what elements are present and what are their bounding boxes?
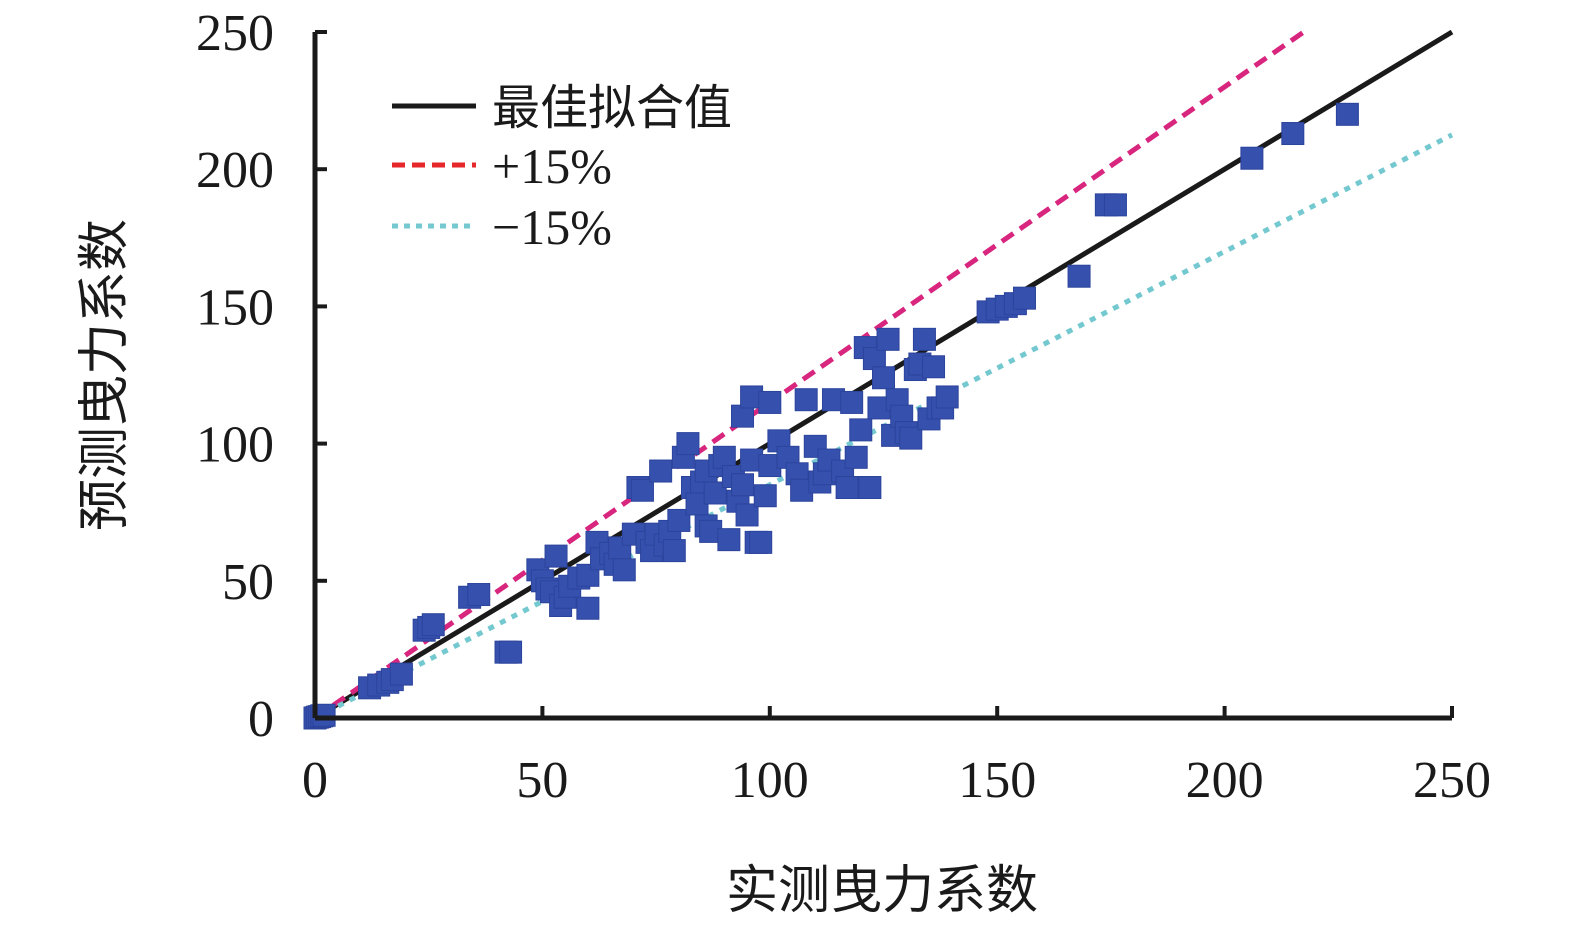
data-point — [899, 426, 923, 450]
data-point — [758, 390, 782, 414]
data-point — [662, 539, 686, 563]
data-point — [735, 503, 759, 527]
data-point — [612, 558, 636, 582]
y-axis-title: 预测曳力系数 — [75, 219, 135, 531]
data-point — [844, 445, 868, 469]
y-tick-label: 100 — [196, 417, 274, 474]
data-point — [499, 640, 523, 664]
data-point — [421, 613, 445, 637]
data-point — [840, 390, 864, 414]
data-point — [1103, 193, 1127, 217]
data-point — [667, 508, 691, 532]
data-points — [303, 102, 1359, 730]
x-axis-title: 实测曳力系数 — [726, 861, 1038, 921]
x-tick-label: 150 — [958, 752, 1036, 809]
data-point — [876, 327, 900, 351]
y-tick-label: 50 — [222, 554, 274, 611]
data-point — [1335, 102, 1359, 126]
data-point — [912, 327, 936, 351]
data-point — [731, 404, 755, 428]
plus-15-line — [313, 29, 1306, 721]
x-tick-label: 200 — [1186, 752, 1264, 809]
data-point — [1281, 122, 1305, 146]
legend: 最佳拟合值 +15% −15% — [392, 80, 732, 255]
y-tick-label: 250 — [196, 5, 274, 62]
data-point — [1067, 264, 1091, 288]
y-tick-label: 0 — [248, 691, 274, 748]
data-point — [835, 476, 859, 500]
data-point — [858, 476, 882, 500]
data-point — [849, 418, 873, 442]
data-point — [630, 478, 654, 502]
x-tick-label: 0 — [302, 752, 328, 809]
data-point — [649, 459, 673, 483]
data-point — [794, 388, 818, 412]
y-tick-label: 200 — [196, 142, 274, 199]
legend-label-best-fit: 最佳拟合值 — [492, 80, 732, 136]
axes — [312, 30, 1454, 721]
data-point — [576, 596, 600, 620]
data-point — [717, 528, 741, 552]
data-point — [753, 484, 777, 508]
data-point — [544, 544, 568, 568]
data-point — [712, 445, 736, 469]
legend-label-minus-15: −15% — [492, 199, 612, 255]
x-tick-label: 250 — [1413, 752, 1491, 809]
data-point — [731, 473, 755, 497]
x-tick-label: 50 — [516, 752, 568, 809]
data-point — [862, 347, 886, 371]
x-tick-label: 100 — [731, 752, 809, 809]
data-point — [935, 385, 959, 409]
data-point — [703, 481, 727, 505]
data-point — [749, 530, 773, 554]
y-tick-label: 150 — [196, 279, 274, 336]
data-point — [922, 355, 946, 379]
data-point — [467, 583, 491, 607]
data-point — [872, 366, 895, 390]
legend-label-plus-15: +15% — [492, 138, 612, 194]
data-point — [1012, 286, 1036, 310]
tick-labels: 0 50 100 150 200 250 0 50 100 150 200 250 — [196, 5, 1491, 809]
data-point — [1240, 146, 1264, 170]
data-point — [676, 432, 700, 456]
data-point — [389, 662, 413, 686]
